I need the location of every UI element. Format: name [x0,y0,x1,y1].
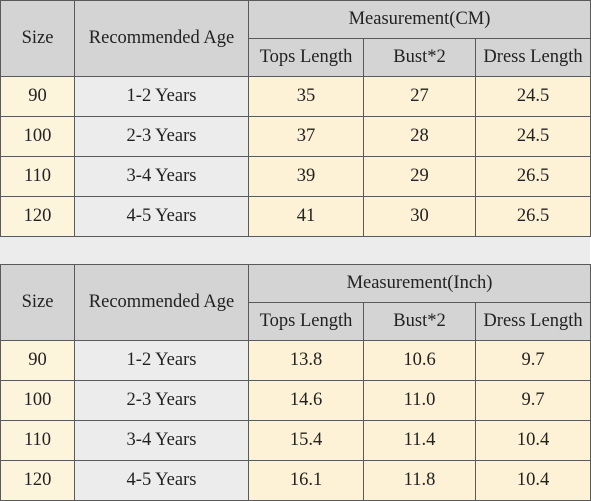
table-row: 120 4-5 Years 41 30 26.5 [0,196,591,237]
tops-length-cell: 41 [248,196,364,237]
measurement-header: Measurement(CM) [247,0,591,39]
tops-length-cell: 39 [248,156,364,197]
bust-cell: 11.4 [363,420,476,461]
table-row: 120 4-5 Years 16.1 11.8 10.4 [0,460,591,501]
bust-cell: 11.8 [363,460,476,501]
size-cell: 100 [0,116,75,157]
age-cell: 2-3 Years [74,116,249,157]
dress-length-cell: 9.7 [474,340,591,381]
recommended-age-header: Recommended Age [74,264,249,341]
size-cell: 110 [0,156,75,197]
size-header: Size [0,0,75,77]
size-cell: 90 [0,340,75,381]
dress-length-header: Dress Length [474,302,591,341]
tops-length-cell: 35 [248,76,364,117]
bust-cell: 10.6 [363,340,476,381]
tops-length-cell: 37 [248,116,364,157]
tops-length-header: Tops Length [248,302,364,341]
tops-length-cell: 16.1 [248,460,364,501]
table-row: 100 2-3 Years 37 28 24.5 [0,116,591,157]
bust-cell: 29 [363,156,476,197]
age-cell: 4-5 Years [74,460,249,501]
size-cell: 120 [0,460,75,501]
size-cell: 90 [0,76,75,117]
bust-header: Bust*2 [363,302,476,341]
bust-cell: 27 [363,76,476,117]
age-cell: 2-3 Years [74,380,249,421]
age-cell: 4-5 Years [74,196,249,237]
tops-length-cell: 14.6 [248,380,364,421]
dress-length-cell: 26.5 [474,156,591,197]
size-header: Size [0,264,75,341]
dress-length-cell: 26.5 [474,196,591,237]
dress-length-cell: 9.7 [474,380,591,421]
table-row: 100 2-3 Years 14.6 11.0 9.7 [0,380,591,421]
age-cell: 3-4 Years [74,420,249,461]
dress-length-header: Dress Length [474,38,591,77]
bust-cell: 28 [363,116,476,157]
size-cell: 100 [0,380,75,421]
table-row: 90 1-2 Years 35 27 24.5 [0,76,591,117]
size-table-cm: Size Recommended Age Measurement(CM) Top… [0,0,591,237]
table-separator [0,237,590,264]
table-row: 110 3-4 Years 39 29 26.5 [0,156,591,197]
age-cell: 1-2 Years [74,76,249,117]
tops-length-cell: 13.8 [248,340,364,381]
size-cell: 120 [0,196,75,237]
bust-header: Bust*2 [363,38,476,77]
size-cell: 110 [0,420,75,461]
size-table-inch: Size Recommended Age Measurement(Inch) T… [0,264,591,501]
dress-length-cell: 10.4 [474,420,591,461]
bust-cell: 30 [363,196,476,237]
tops-length-header: Tops Length [248,38,364,77]
age-cell: 3-4 Years [74,156,249,197]
age-cell: 1-2 Years [74,340,249,381]
recommended-age-header: Recommended Age [74,0,249,77]
dress-length-cell: 24.5 [474,76,591,117]
table-row: 110 3-4 Years 15.4 11.4 10.4 [0,420,591,461]
bust-cell: 11.0 [363,380,476,421]
table-row: 90 1-2 Years 13.8 10.6 9.7 [0,340,591,381]
measurement-header: Measurement(Inch) [247,264,591,303]
dress-length-cell: 10.4 [474,460,591,501]
tops-length-cell: 15.4 [248,420,364,461]
dress-length-cell: 24.5 [474,116,591,157]
